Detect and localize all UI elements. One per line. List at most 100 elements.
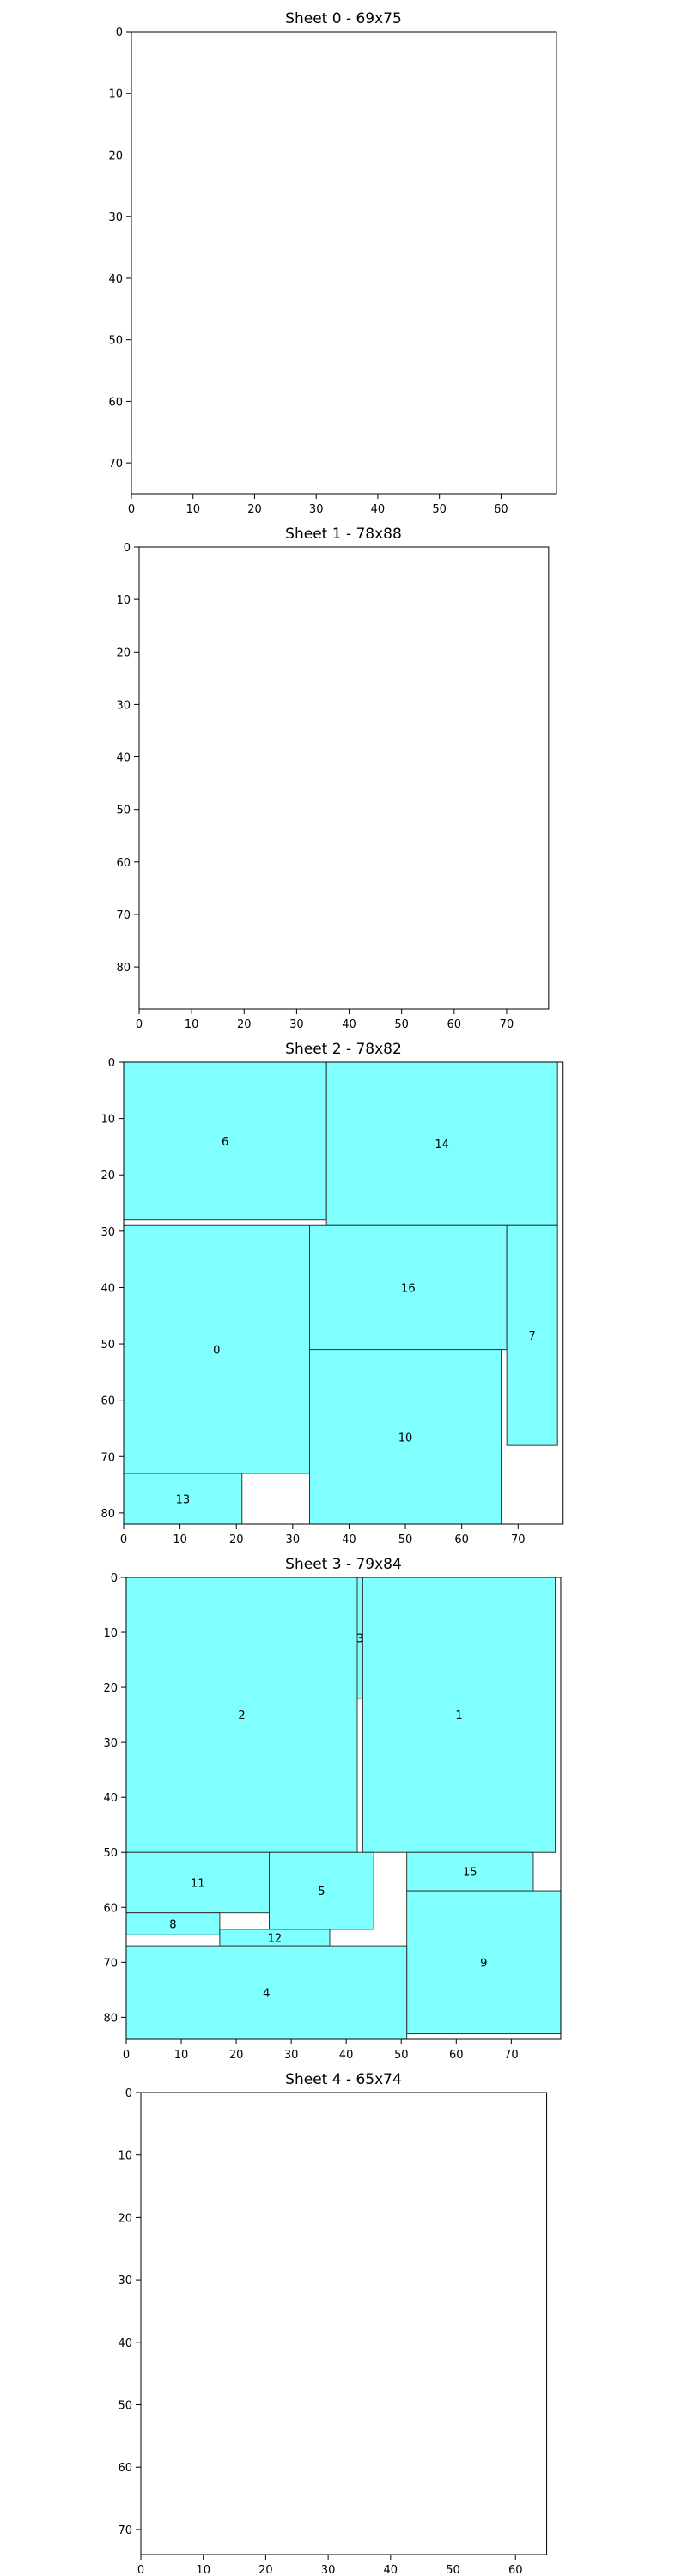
piece-label: 1 [455,1710,462,1722]
axes-frame [125,1577,562,2040]
piece-rect [269,1851,374,1930]
piece-label: 0 [213,1345,220,1358]
x-tick-label: 60 [449,2049,464,2062]
x-tick-label: 70 [500,1018,514,1031]
y-tick-label: 40 [108,273,123,286]
x-tick-label: 20 [237,1018,252,1031]
y-tick-label: 0 [116,27,123,39]
y-tick-label: 30 [116,699,131,712]
x-tick-label: 40 [342,1018,356,1031]
y-tick-label: 30 [108,211,123,224]
piece-rect [362,1577,556,1853]
y-tick-label: 60 [118,2462,132,2475]
axes-frame [123,1061,564,1525]
x-tick-label: 60 [454,1534,469,1546]
y-tick-label: 60 [100,1395,115,1408]
x-tick-label: 50 [394,1018,409,1031]
x-tick-label: 0 [128,503,135,516]
y-tick-label: 30 [103,1737,118,1750]
y-tick-label: 60 [108,396,123,409]
x-tick-label: 40 [339,2049,354,2062]
y-tick-label: 80 [116,962,131,975]
y-tick-label: 40 [118,2337,132,2350]
y-tick-label: 70 [100,1451,115,1464]
piece-label: 16 [401,1282,416,1295]
x-tick-label: 10 [185,1018,199,1031]
x-tick-label: 70 [511,1534,526,1546]
piece-label: 6 [222,1136,228,1149]
piece-rect [309,1349,502,1525]
y-tick-label: 40 [100,1282,115,1295]
x-tick-label: 10 [173,1534,187,1546]
sheet-panel-1: Sheet 1 - 78x88 0 10 20 30 40 50 60 70 0 10 20 30 40 5… [116,526,550,1031]
piece-label: 5 [318,1886,325,1899]
x-tick-label: 60 [494,503,508,516]
y-tick-label: 60 [103,1902,118,1915]
piece-label: 2 [238,1710,245,1722]
axes-frame [140,2092,548,2555]
piece-label: 9 [480,1957,487,1970]
x-tick-label: 60 [508,2564,523,2576]
y-tick-label: 70 [116,909,131,922]
y-tick-label: 40 [116,752,131,765]
sheet-title: Sheet 0 - 69x75 [285,10,402,27]
x-tick-label: 30 [284,2049,299,2062]
y-tick-label: 10 [118,2150,132,2163]
sheet-panel-2: Sheet 2 - 78x82 6 14 0 16 7 10 13 0 10 20 30 40 50 60 7… [100,1041,564,1546]
x-tick-label: 30 [286,1534,301,1546]
y-tick-label: 0 [125,2087,132,2100]
y-tick-label: 20 [100,1170,115,1182]
axes-frame [138,546,550,1010]
x-tick-label: 0 [136,1018,143,1031]
x-tick-label: 20 [247,503,262,516]
y-tick-label: 20 [118,2212,132,2225]
y-tick-label: 10 [103,1627,118,1640]
piece-rect [123,1473,243,1525]
sheet-title: Sheet 2 - 78x82 [285,1041,402,1058]
y-tick-label: 70 [108,458,123,471]
piece-rect [506,1224,558,1446]
y-tick-label: 80 [100,1508,115,1521]
x-tick-label: 30 [309,503,324,516]
piece-label: 3 [356,1632,363,1645]
x-tick-label: 30 [289,1018,304,1031]
y-tick-label: 20 [108,149,123,162]
y-tick-label: 50 [108,335,123,348]
piece-rect [325,1061,558,1226]
y-tick-label: 10 [108,88,123,101]
y-tick-label: 0 [108,1057,115,1070]
y-tick-label: 20 [103,1682,118,1695]
x-tick-label: 10 [196,2564,210,2576]
piece-label: 14 [435,1139,449,1151]
x-tick-label: 70 [504,2049,519,2062]
sheet-panel-4: Sheet 4 - 65x74 0 10 20 30 40 50 60 0 10 20 30 40 50 6… [118,2071,548,2576]
x-tick-label: 50 [398,1534,413,1546]
piece-label: 4 [263,1988,270,2001]
piece-label: 13 [176,1493,191,1506]
y-tick-label: 50 [100,1339,115,1352]
x-tick-label: 40 [384,2564,398,2576]
x-tick-label: 40 [342,1534,356,1546]
y-tick-label: 0 [111,1572,118,1585]
y-tick-label: 50 [103,1847,118,1860]
y-tick-label: 40 [103,1792,118,1805]
y-tick-label: 10 [116,594,131,607]
x-tick-label: 40 [371,503,386,516]
x-tick-label: 60 [447,1018,462,1031]
piece-rect [123,1061,327,1221]
y-tick-label: 30 [100,1226,115,1239]
sheet-title: Sheet 4 - 65x74 [285,2071,402,2088]
y-tick-label: 50 [118,2400,132,2413]
y-tick-label: 60 [116,857,131,870]
x-tick-label: 10 [174,2049,189,2062]
piece-rect [125,1912,221,1935]
sheet-title: Sheet 3 - 79x84 [285,1556,402,1573]
piece-label: 7 [529,1330,536,1343]
piece-label: 8 [169,1919,176,1932]
piece-rect [309,1224,508,1351]
y-tick-label: 0 [124,542,131,555]
sheet-panel-0: Sheet 0 - 69x75 0 10 20 30 40 50 60 0 10 20 30 40 50 6… [108,10,557,516]
y-tick-label: 50 [116,805,131,817]
